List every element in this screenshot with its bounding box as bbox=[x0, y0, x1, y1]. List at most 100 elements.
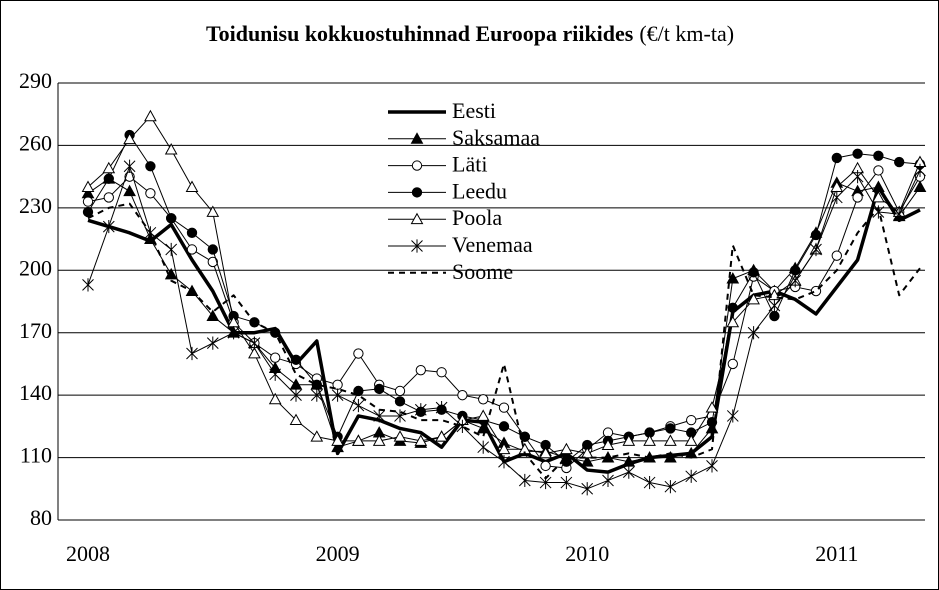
marker bbox=[435, 401, 448, 415]
marker bbox=[145, 188, 156, 199]
marker bbox=[789, 274, 802, 288]
marker bbox=[685, 469, 698, 483]
marker bbox=[810, 242, 822, 257]
marker bbox=[123, 184, 136, 197]
marker bbox=[82, 206, 94, 218]
marker bbox=[310, 430, 324, 442]
marker bbox=[518, 473, 531, 488]
marker bbox=[477, 440, 490, 454]
marker bbox=[82, 196, 94, 207]
marker bbox=[497, 442, 511, 455]
marker bbox=[686, 414, 697, 426]
marker bbox=[81, 180, 95, 192]
marker bbox=[186, 227, 198, 239]
marker bbox=[410, 212, 424, 225]
legend-label: Poola bbox=[452, 205, 502, 230]
marker bbox=[415, 364, 426, 376]
marker bbox=[186, 244, 198, 255]
marker bbox=[457, 389, 468, 401]
marker bbox=[103, 173, 114, 184]
marker bbox=[748, 267, 759, 278]
marker bbox=[331, 440, 344, 453]
marker bbox=[913, 180, 927, 192]
marker bbox=[664, 480, 677, 494]
marker bbox=[643, 434, 656, 446]
marker bbox=[622, 434, 636, 446]
y-tick-label: 80 bbox=[30, 505, 52, 530]
marker bbox=[540, 460, 551, 472]
legend-label: Läti bbox=[452, 152, 487, 177]
chart-title-group: Toidunisu kokkuostuhinnad Euroopa riikid… bbox=[206, 21, 734, 46]
marker bbox=[498, 402, 510, 413]
marker bbox=[790, 265, 801, 276]
marker bbox=[394, 385, 406, 397]
marker bbox=[185, 180, 199, 192]
marker bbox=[580, 455, 594, 467]
y-tick-label: 170 bbox=[19, 318, 52, 343]
marker bbox=[123, 132, 136, 145]
legend-marker bbox=[410, 212, 424, 225]
chart-title: Toidunisu kokkuostuhinnad Euroopa riikid… bbox=[206, 21, 634, 46]
marker bbox=[852, 148, 863, 159]
marker bbox=[705, 401, 719, 413]
marker bbox=[411, 160, 423, 171]
x-tick-label: 2010 bbox=[565, 541, 609, 566]
marker bbox=[207, 244, 218, 255]
marker bbox=[269, 367, 282, 381]
marker bbox=[206, 205, 220, 217]
chart-title-unit: (€/t km-ta) bbox=[639, 21, 734, 46]
marker bbox=[102, 161, 116, 174]
legend-marker bbox=[411, 239, 423, 253]
marker bbox=[664, 451, 677, 463]
marker bbox=[539, 446, 552, 459]
marker bbox=[602, 473, 614, 488]
y-tick-label: 140 bbox=[19, 380, 52, 405]
y-tick-label: 290 bbox=[19, 68, 52, 93]
marker bbox=[747, 326, 760, 340]
legend-label: Eesti bbox=[452, 98, 496, 123]
marker bbox=[580, 446, 594, 459]
legend-marker bbox=[411, 187, 423, 198]
marker bbox=[289, 413, 303, 426]
marker bbox=[476, 409, 490, 421]
marker bbox=[144, 109, 157, 122]
marker bbox=[560, 442, 573, 455]
y-tick-label: 260 bbox=[19, 130, 52, 155]
marker bbox=[478, 394, 489, 405]
marker bbox=[476, 421, 490, 434]
legend-marker bbox=[410, 132, 424, 144]
marker bbox=[831, 152, 842, 164]
marker bbox=[435, 430, 448, 442]
marker bbox=[414, 434, 428, 446]
marker bbox=[456, 419, 469, 433]
marker bbox=[727, 358, 738, 370]
marker bbox=[393, 430, 407, 442]
series-line bbox=[87, 202, 921, 480]
marker bbox=[831, 250, 842, 261]
marker bbox=[290, 354, 302, 365]
marker bbox=[248, 336, 261, 350]
marker bbox=[893, 207, 906, 221]
marker bbox=[414, 403, 427, 417]
marker bbox=[353, 348, 364, 359]
marker bbox=[227, 326, 240, 340]
legend-label: Leedu bbox=[452, 178, 507, 203]
x-tick-label: 2009 bbox=[316, 541, 360, 566]
marker bbox=[374, 383, 385, 395]
marker bbox=[248, 346, 261, 359]
marker bbox=[331, 388, 344, 402]
marker bbox=[519, 431, 530, 442]
marker bbox=[747, 292, 760, 305]
marker bbox=[373, 409, 386, 423]
marker bbox=[706, 459, 718, 473]
marker bbox=[768, 299, 781, 313]
marker bbox=[103, 192, 114, 203]
marker bbox=[411, 239, 423, 253]
marker bbox=[102, 219, 115, 234]
marker bbox=[560, 475, 573, 490]
marker bbox=[290, 388, 302, 402]
marker bbox=[665, 423, 676, 434]
marker bbox=[164, 143, 178, 155]
marker bbox=[851, 170, 864, 184]
